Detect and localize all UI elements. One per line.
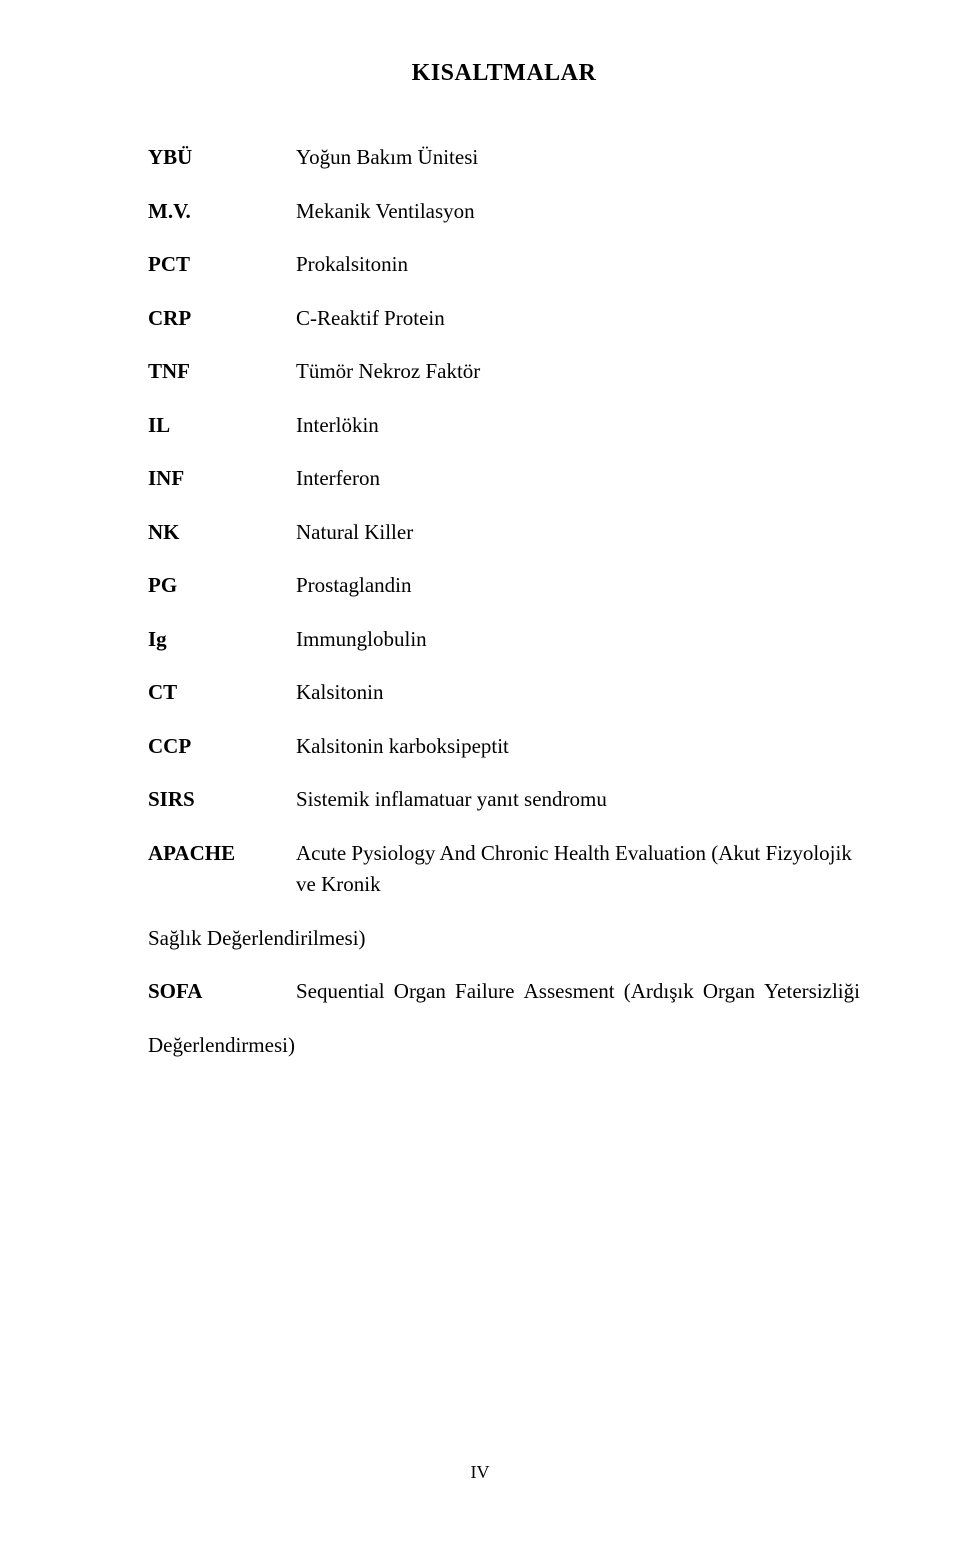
word: Organ (703, 976, 755, 1008)
word: Yetersizliği (764, 976, 860, 1008)
abbr-continuation: Sağlık Değerlendirilmesi) (148, 923, 860, 955)
abbr-val: Immunglobulin (296, 624, 860, 656)
abbr-row-apache: APACHE Acute Pysiology And Chronic Healt… (148, 838, 860, 901)
abbr-row: NK Natural Killer (148, 517, 860, 549)
word: Sequential (296, 976, 385, 1008)
abbr-val: Mekanik Ventilasyon (296, 196, 860, 228)
abbr-key: YBÜ (148, 142, 296, 174)
word: (Ardışık (624, 976, 694, 1008)
abbr-key: Ig (148, 624, 296, 656)
abbr-key: CT (148, 677, 296, 709)
abbr-row: INF Interferon (148, 463, 860, 495)
abbr-row: SIRS Sistemik inflamatuar yanıt sendromu (148, 784, 860, 816)
abbr-key: NK (148, 517, 296, 549)
abbr-key: SOFA (148, 976, 296, 1008)
abbr-key: M.V. (148, 196, 296, 228)
page-number: IV (0, 1462, 960, 1483)
abbr-row: YBÜ Yoğun Bakım Ünitesi (148, 142, 860, 174)
abbr-key: SIRS (148, 784, 296, 816)
abbr-row: CT Kalsitonin (148, 677, 860, 709)
abbr-row: M.V. Mekanik Ventilasyon (148, 196, 860, 228)
abbr-val: Prokalsitonin (296, 249, 860, 281)
page-title: KISALTMALAR (148, 60, 860, 87)
abbr-val: Interlökin (296, 410, 860, 442)
abbr-val: Natural Killer (296, 517, 860, 549)
abbr-key: PG (148, 570, 296, 602)
abbr-key: IL (148, 410, 296, 442)
abbr-key: APACHE (148, 838, 296, 901)
abbr-val: Interferon (296, 463, 860, 495)
abbr-row: PCT Prokalsitonin (148, 249, 860, 281)
abbr-row: TNF Tümör Nekroz Faktör (148, 356, 860, 388)
abbr-continuation: Değerlendirmesi) (148, 1030, 860, 1062)
abbr-val: Kalsitonin karboksipeptit (296, 731, 860, 763)
abbr-row: CRP C-Reaktif Protein (148, 303, 860, 335)
abbr-key: CRP (148, 303, 296, 335)
abbr-key: PCT (148, 249, 296, 281)
abbr-val: Sistemik inflamatuar yanıt sendromu (296, 784, 860, 816)
abbreviations-list: YBÜ Yoğun Bakım Ünitesi M.V. Mekanik Ven… (148, 142, 860, 1061)
abbr-key: TNF (148, 356, 296, 388)
abbr-row: PG Prostaglandin (148, 570, 860, 602)
abbr-row: IL Interlökin (148, 410, 860, 442)
abbr-val: Prostaglandin (296, 570, 860, 602)
abbr-val: Tümör Nekroz Faktör (296, 356, 860, 388)
word: Failure (455, 976, 514, 1008)
word: Assesment (524, 976, 615, 1008)
abbr-val-justified: Sequential Organ Failure Assesment (Ardı… (296, 976, 860, 1008)
word: Organ (394, 976, 446, 1008)
document-page: KISALTMALAR YBÜ Yoğun Bakım Ünitesi M.V.… (0, 0, 960, 1543)
abbr-row: CCP Kalsitonin karboksipeptit (148, 731, 860, 763)
abbr-val: Kalsitonin (296, 677, 860, 709)
abbr-val: Yoğun Bakım Ünitesi (296, 142, 860, 174)
abbr-key: INF (148, 463, 296, 495)
abbr-row-sofa: SOFA Sequential Organ Failure Assesment … (148, 976, 860, 1008)
abbr-val: Acute Pysiology And Chronic Health Evalu… (296, 838, 860, 901)
abbr-val: C-Reaktif Protein (296, 303, 860, 335)
abbr-row: Ig Immunglobulin (148, 624, 860, 656)
abbr-key: CCP (148, 731, 296, 763)
